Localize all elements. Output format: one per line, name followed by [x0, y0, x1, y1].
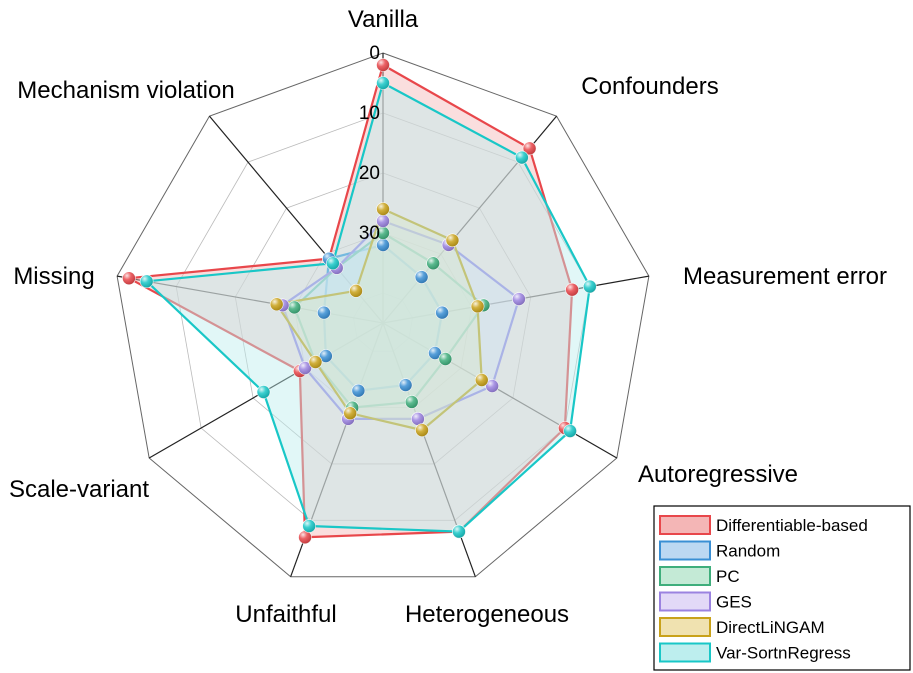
axis-label: Autoregressive [638, 461, 798, 488]
data-point [376, 76, 390, 90]
legend-entry-label: PC [716, 567, 740, 586]
data-point [351, 383, 366, 398]
legend-swatch [659, 642, 711, 663]
data-point [414, 270, 429, 284]
data-point [298, 361, 312, 375]
legend-entry-label: Random [716, 542, 780, 561]
data-point [343, 406, 357, 421]
series-area-0 [127, 63, 574, 539]
legend-entry-label: Var-SortnRegress [716, 644, 851, 663]
data-point [326, 256, 340, 271]
grid-ring [293, 232, 473, 408]
data-point [122, 271, 136, 285]
data-point [376, 226, 390, 240]
legend-swatch [659, 515, 711, 535]
data-point [426, 256, 440, 271]
data-point [515, 150, 529, 165]
data-point [474, 373, 489, 387]
axis-label: Unfaithful [235, 601, 336, 628]
series-area-1 [322, 243, 444, 392]
data-point [428, 346, 442, 360]
data-point [317, 305, 331, 320]
data-point [435, 305, 449, 320]
data-point [563, 424, 577, 438]
data-point [349, 284, 363, 298]
axis-label: Mechanism violation [17, 77, 234, 104]
data-point [565, 282, 579, 297]
axis-label: Confounders [581, 73, 718, 100]
legend-swatch [659, 617, 711, 637]
data-point [398, 378, 413, 392]
data-point [376, 202, 390, 216]
data-point [411, 412, 425, 426]
grid-ring [234, 172, 532, 465]
data-point [269, 297, 284, 312]
axis-label: Scale-variant [9, 476, 149, 503]
legend-entry-label: GES [716, 593, 752, 612]
data-point [139, 274, 154, 289]
data-point [452, 524, 466, 539]
radial-tick-labels: 0 10 20 30 [359, 43, 380, 244]
data-point [415, 423, 429, 437]
legend-entry-label: DirectLiNGAM [716, 618, 825, 637]
data-point [319, 349, 333, 363]
axis-labels: Vanilla Confounders Measurement error Autor… [9, 6, 887, 628]
data-point [470, 299, 485, 314]
data-point [302, 519, 316, 533]
data-point [438, 352, 453, 366]
axis-label: Heterogeneous [405, 601, 569, 628]
data-point [308, 355, 323, 369]
legend-swatch [659, 540, 711, 561]
axis-label: Vanilla [348, 6, 419, 33]
series-area-2 [293, 231, 485, 409]
legend-swatch [659, 566, 711, 586]
radial-tick-label: 10 [359, 103, 380, 124]
axis-label: Measurement error [683, 263, 887, 290]
series-area-5 [145, 81, 591, 533]
legend-entry-label: Differentiable-based [716, 516, 868, 535]
data-point [376, 214, 390, 228]
data-point [404, 395, 419, 409]
grid-outer [116, 52, 650, 578]
grid-ring [175, 112, 591, 521]
grid-spoke [382, 322, 618, 459]
axis-label: Missing [13, 263, 94, 290]
series-points [122, 58, 597, 545]
radial-tick-label: 30 [359, 223, 380, 244]
radar-grid [116, 52, 650, 578]
data-point [376, 58, 390, 72]
data-point [583, 279, 597, 294]
data-point [522, 141, 537, 156]
data-point [445, 233, 460, 248]
data-point [298, 530, 312, 545]
grid-spoke [116, 275, 384, 324]
radial-tick-label: 20 [359, 163, 380, 184]
legend: Differentiable-based Random PC GES DirectLiN… [653, 505, 911, 671]
data-point [256, 385, 271, 399]
radial-tick-label: 0 [369, 43, 380, 64]
data-point [485, 379, 499, 393]
data-point [376, 238, 390, 252]
data-point [287, 300, 302, 315]
legend-swatch [659, 591, 711, 612]
grid-ring [353, 292, 413, 352]
data-point [512, 292, 526, 306]
